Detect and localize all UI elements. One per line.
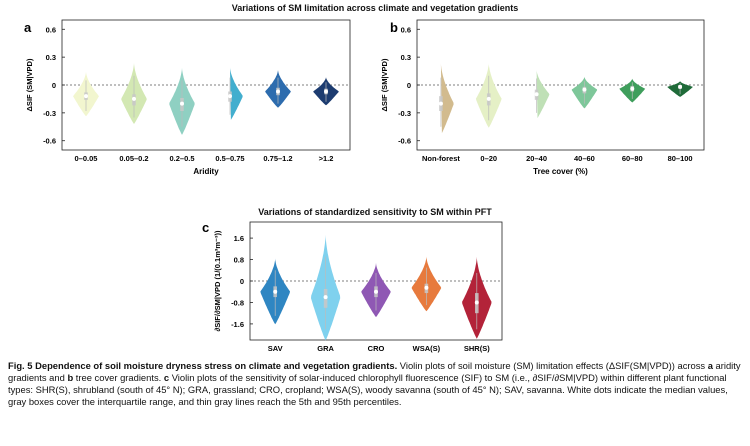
caption-a: a	[707, 360, 713, 371]
violin	[536, 69, 550, 119]
x-tick-label: Non-forest	[422, 154, 460, 163]
y-tick-label: -0.6	[43, 137, 56, 146]
median-dot	[323, 295, 328, 300]
caption-b: b	[67, 372, 74, 384]
x-tick-label: SHR(S)	[464, 344, 490, 353]
x-tick-label: WSA(S)	[413, 344, 441, 353]
median-dot	[424, 285, 429, 290]
y-tick-label: 0	[407, 81, 411, 90]
median-dot	[180, 101, 184, 106]
caption-line1-end: Violin plots of the sensitivity of solar…	[171, 372, 531, 384]
x-tick-label: GRA	[317, 344, 334, 353]
y-tick-label: 1.6	[234, 234, 244, 243]
plot-frame	[416, 19, 705, 151]
caption-line1-mid2: tree cover gradients.	[75, 372, 162, 384]
violin-charts: 0.6 0.3 0 -0.3 -0.6 ΔSIF (SM|VPD) Aridity a 0–0.…	[24, 19, 705, 353]
y-tick-label: -1.6	[231, 320, 244, 329]
y-tick-label: 0.6	[401, 25, 411, 34]
violin	[230, 67, 243, 120]
bottom-chart-title: Variations of standardized sensitivity t…	[258, 207, 492, 217]
x-tick-label: 0–0.05	[75, 154, 98, 163]
panel-c: 1.6 0.8 0 -0.8 -1.6 ∂SIF/∂SM|VPD (1/(0.1m³m⁻³…	[202, 220, 503, 353]
median-dot	[474, 300, 479, 305]
caption-line1-mid: aridity gradients and	[8, 360, 741, 384]
x-tick-label: 40–60	[574, 154, 595, 163]
panel-label: b	[390, 20, 398, 35]
median-dot	[630, 86, 635, 91]
median-dot	[276, 89, 280, 94]
x-tick-label: 60–80	[622, 154, 643, 163]
median-dot	[438, 101, 443, 106]
x-tick-label: 0–20	[480, 154, 497, 163]
x-tick-label: 0.5–0.75	[215, 154, 244, 163]
x-tick-label: SAV	[268, 344, 283, 353]
median-dot	[273, 289, 278, 294]
panel-b: 0.6 0.3 0 -0.3 -0.6 ΔSIF (SM|VPD) Tree cover (…	[380, 19, 705, 176]
y-axis-label: ΔSIF (SM|VPD)	[25, 58, 34, 111]
panel-label: a	[24, 20, 32, 35]
median-dot	[374, 289, 378, 294]
y-tick-label: 0.3	[401, 53, 411, 62]
y-tick-label: 0	[52, 81, 56, 90]
panel-a: 0.6 0.3 0 -0.3 -0.6 ΔSIF (SM|VPD) Aridity a 0–0.…	[24, 19, 351, 176]
panel-label: c	[202, 220, 209, 235]
y-tick-label: -0.8	[231, 298, 244, 307]
top-chart-title: Variations of SM limitation across clima…	[231, 3, 519, 13]
figure-caption: Fig. 5 Dependence of soil moisture dryne…	[8, 360, 744, 408]
violin	[440, 63, 454, 134]
y-axis-label: ∂SIF/∂SM|VPD (1/(0.1m³m⁻³))	[213, 230, 222, 331]
x-tick-label: 80–100	[668, 154, 693, 163]
x-axis-label: Tree cover (%)	[533, 167, 588, 176]
median-dot	[132, 96, 136, 101]
y-tick-label: 0.3	[46, 53, 56, 62]
y-tick-label: 0.8	[234, 256, 244, 265]
y-tick-label: -0.3	[398, 109, 411, 118]
caption-fig-label: Fig. 5 Dependence of soil moisture dryne…	[8, 360, 398, 371]
y-tick-label: -0.3	[43, 109, 56, 118]
x-tick-label: 0.05–0.2	[119, 154, 148, 163]
x-tick-label: CRO	[368, 344, 385, 353]
x-tick-label: 0.2–0.5	[169, 154, 194, 163]
y-axis-label: ΔSIF (SM|VPD)	[380, 58, 389, 111]
y-tick-label: -0.6	[398, 137, 411, 146]
median-dot	[228, 94, 232, 99]
median-dot	[486, 96, 491, 101]
x-tick-label: >1.2	[319, 154, 334, 163]
median-dot	[678, 84, 683, 89]
x-tick-label: 0.75–1.2	[263, 154, 292, 163]
x-tick-label: 20–40	[526, 154, 547, 163]
median-dot	[84, 94, 88, 99]
median-dot	[324, 89, 328, 94]
x-axis-label: Aridity	[193, 167, 219, 176]
median-dot	[534, 92, 539, 97]
y-tick-label: 0.6	[46, 25, 56, 34]
y-tick-label: 0	[240, 277, 244, 286]
caption-line2: ∂SIF/∂SM|VPD) within different plant fun…	[8, 372, 728, 408]
median-dot	[582, 87, 587, 92]
caption-line1: Violin plots of soil moisture (SM) limit…	[399, 360, 706, 371]
caption-c: c	[163, 372, 170, 384]
